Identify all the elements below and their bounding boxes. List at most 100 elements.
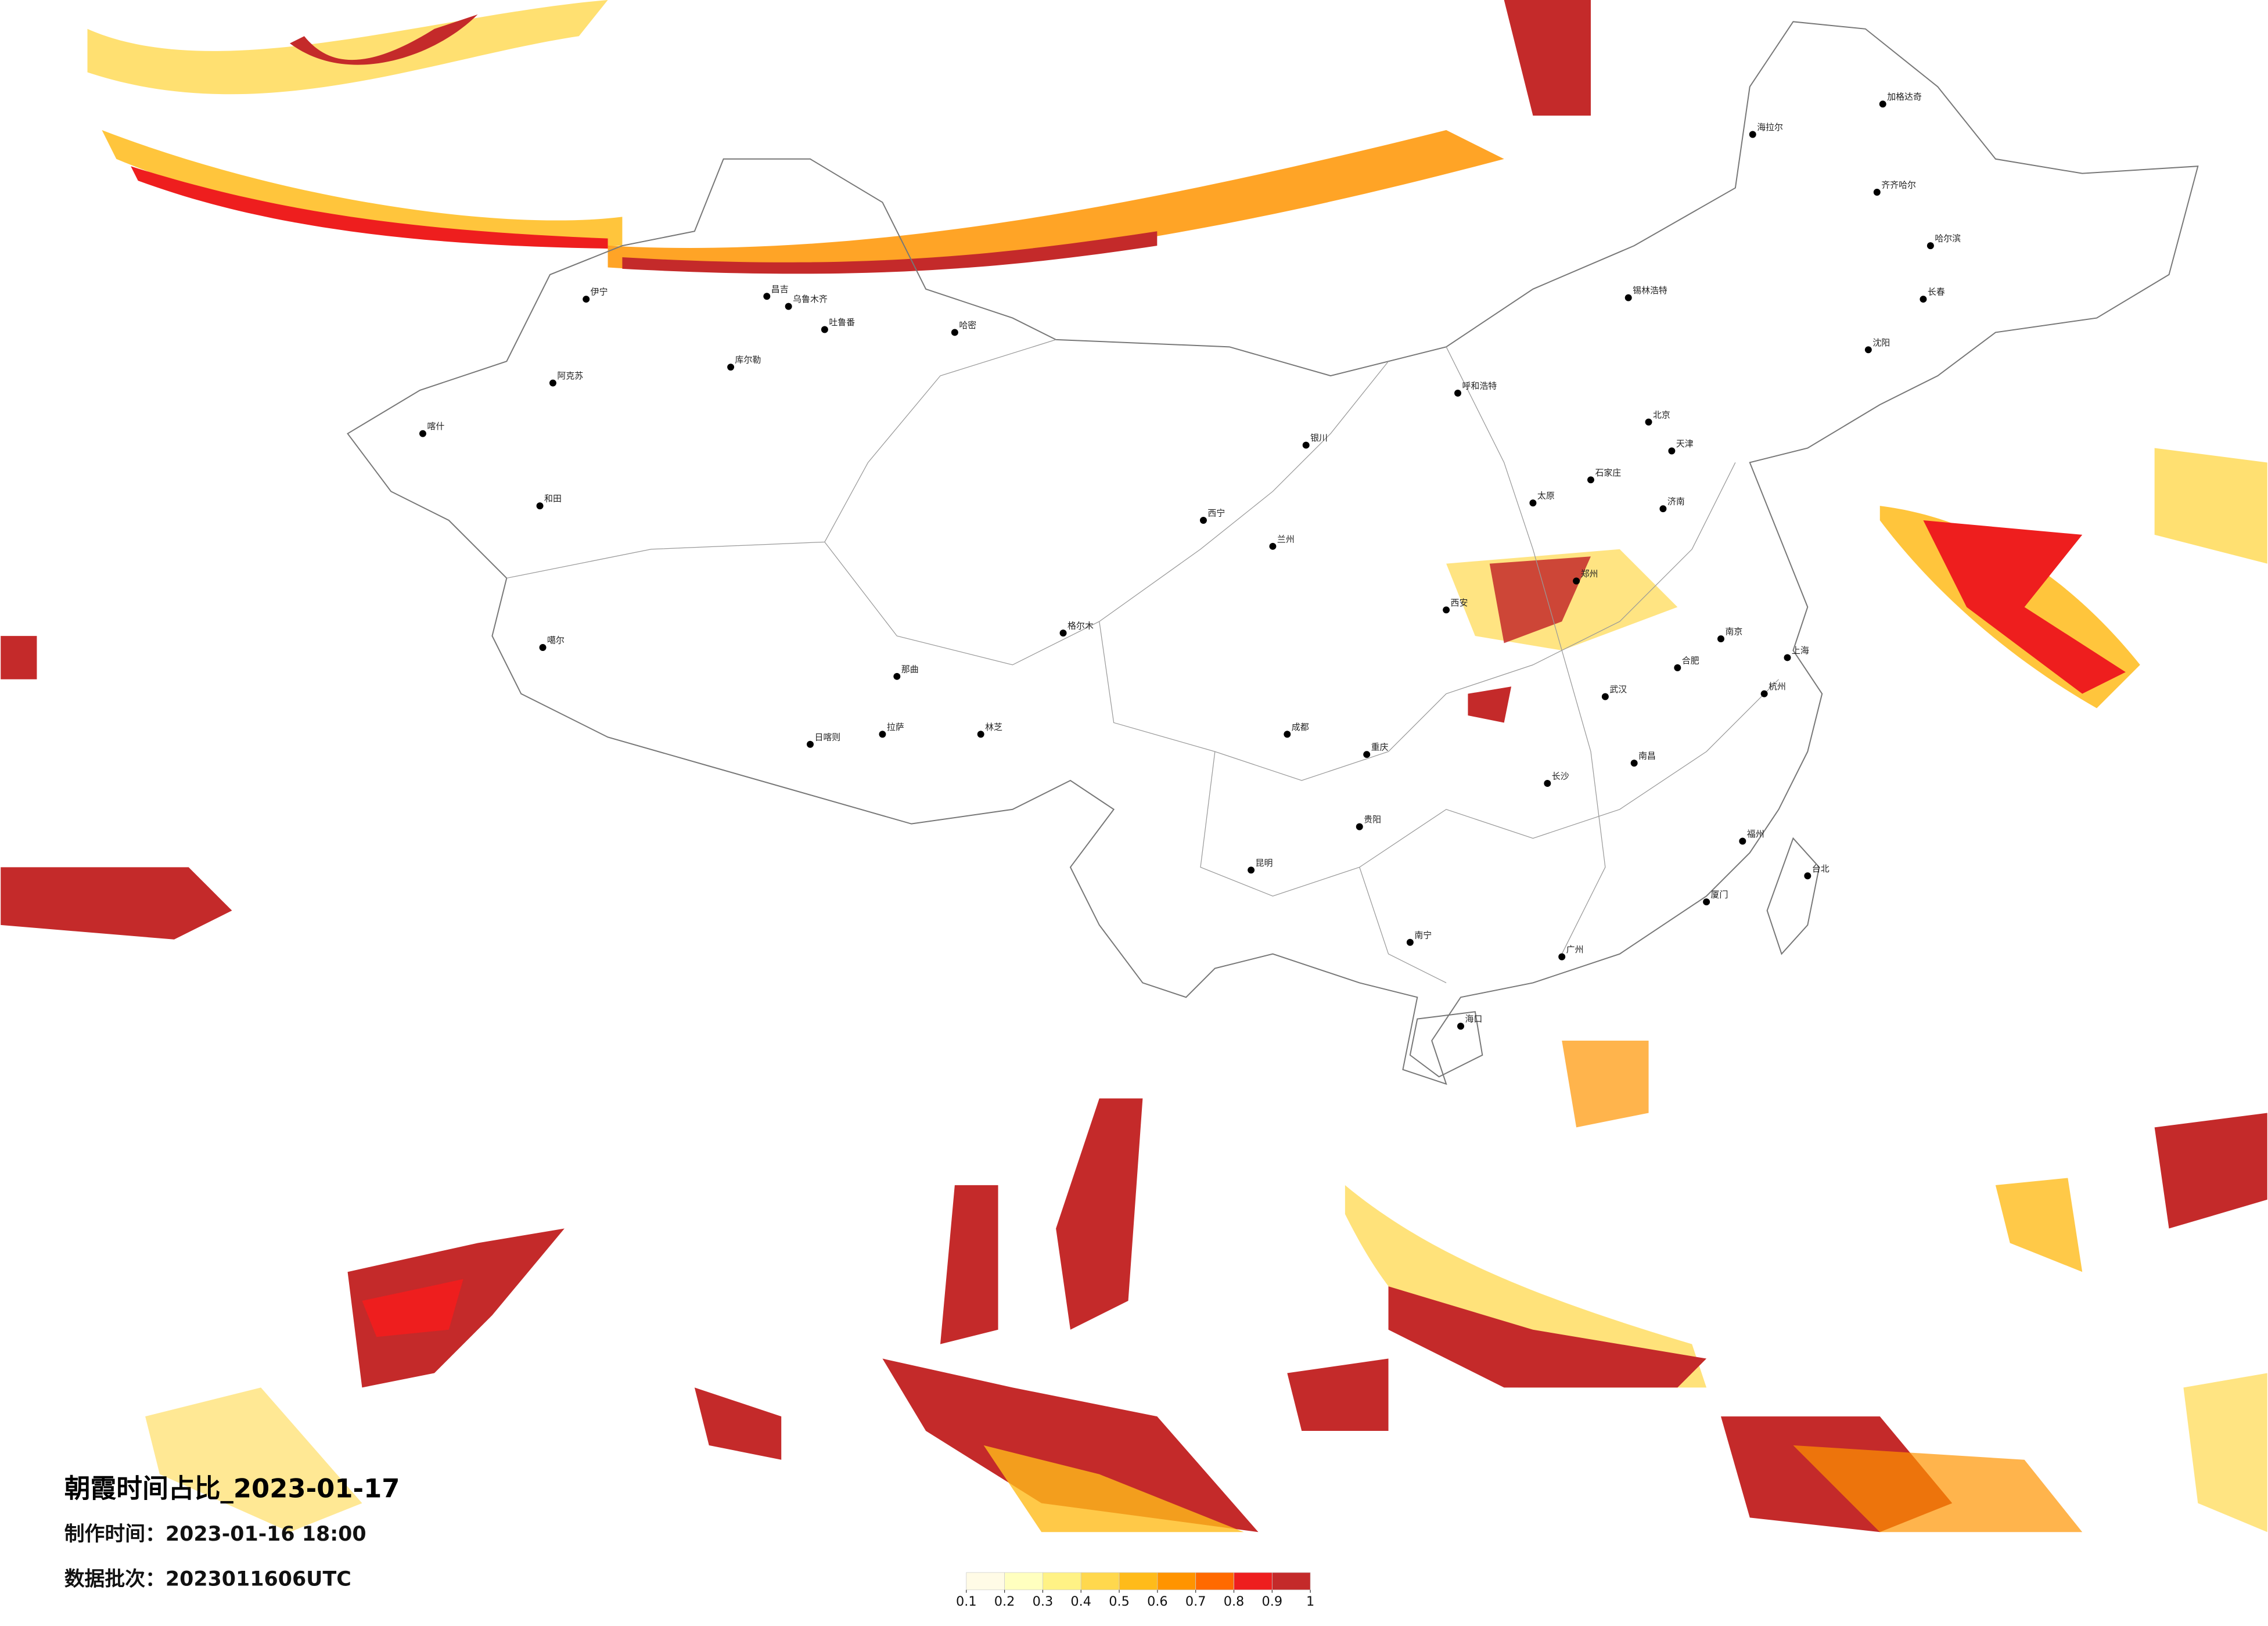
city-marker — [536, 502, 544, 510]
city-marker — [583, 296, 590, 303]
sunrise-glow-field — [1, 0, 2267, 1533]
city-marker — [1601, 693, 1609, 700]
city-label: 海口 — [1465, 1014, 1482, 1024]
city-label: 拉萨 — [887, 722, 904, 732]
city-marker — [1624, 294, 1632, 301]
city-label: 广州 — [1566, 944, 1584, 955]
city-marker — [1879, 100, 1886, 108]
data-batch: 数据批次：2023011606UTC — [64, 1567, 351, 1591]
city-label: 石家庄 — [1595, 467, 1621, 478]
city-label: 银川 — [1310, 433, 1328, 443]
city-marker — [419, 430, 426, 437]
city-label: 库尔勒 — [735, 355, 761, 365]
legend-swatch — [1043, 1572, 1081, 1591]
city-marker — [1659, 505, 1667, 513]
city-marker — [879, 731, 886, 738]
city-label: 加格达奇 — [1887, 92, 1922, 102]
city-label: 吐鲁番 — [829, 317, 855, 328]
legend-tick-label: 0.8 — [1224, 1594, 1245, 1609]
legend-swatch — [1234, 1572, 1273, 1591]
city-marker — [1873, 189, 1881, 196]
city-marker — [763, 293, 771, 300]
city-label: 杭州 — [1769, 681, 1786, 692]
city-label: 济南 — [1667, 497, 1685, 507]
city-marker — [1926, 242, 1934, 250]
city-label: 南宁 — [1414, 930, 1432, 940]
city-marker — [1544, 780, 1551, 787]
city-marker — [977, 731, 984, 738]
city-label: 格尔木 — [1067, 621, 1094, 631]
city-label: 林芝 — [985, 722, 1002, 732]
city-label: 西安 — [1451, 598, 1468, 608]
city-marker — [807, 740, 814, 748]
city-label: 太原 — [1537, 491, 1555, 501]
legend-tick-label: 0.7 — [1185, 1594, 1206, 1609]
city-label: 台北 — [1812, 864, 1830, 874]
city-label: 喀什 — [427, 421, 444, 431]
city-label: 长沙 — [1552, 771, 1569, 782]
city-label: 长春 — [1928, 287, 1945, 297]
city-label: 日喀则 — [814, 732, 840, 742]
city-label: 北京 — [1653, 409, 1670, 420]
city-label: 和田 — [544, 494, 562, 504]
city-marker — [727, 364, 735, 371]
city-marker — [1717, 635, 1724, 643]
city-label: 伊宁 — [591, 287, 608, 297]
city-marker — [1668, 447, 1676, 455]
city-marker — [1269, 542, 1277, 550]
map-title: 朝霞时间占比_2023-01-17 — [64, 1473, 400, 1503]
city-label: 重庆 — [1371, 742, 1389, 753]
legend-swatch — [1004, 1572, 1043, 1591]
city-marker — [1199, 517, 1207, 524]
city-marker — [1674, 664, 1681, 671]
city-label: 海拉尔 — [1757, 122, 1783, 132]
city-marker — [1356, 823, 1363, 830]
city-label: 乌鲁木齐 — [793, 294, 828, 304]
city-label: 噶尔 — [547, 635, 565, 646]
city-label: 武汉 — [1609, 684, 1627, 695]
city-label: 那曲 — [901, 664, 919, 674]
city-marker — [1443, 606, 1450, 614]
province-boundaries — [506, 339, 1779, 984]
legend-swatch — [1080, 1572, 1120, 1591]
city-marker — [1059, 629, 1067, 637]
legend-swatch — [966, 1572, 1005, 1591]
city-label: 上海 — [1792, 645, 1809, 656]
city-marker — [1558, 953, 1566, 961]
city-label: 昌吉 — [771, 284, 789, 294]
legend-tick-label: 0.2 — [994, 1594, 1015, 1609]
city-marker — [1573, 577, 1580, 585]
city-marker — [1284, 731, 1291, 738]
city-label: 昆明 — [1256, 858, 1273, 868]
city-marker — [1454, 390, 1461, 397]
city-marker — [1739, 837, 1746, 845]
city-marker — [549, 379, 556, 387]
city-label: 阿克苏 — [557, 370, 583, 381]
legend-tick-label: 0.6 — [1147, 1594, 1168, 1609]
legend-swatch — [1119, 1572, 1158, 1591]
legend-tick-label: 0.9 — [1262, 1594, 1283, 1609]
city-label: 呼和浩特 — [1462, 381, 1497, 391]
legend-swatch — [1271, 1572, 1311, 1591]
city-marker — [1363, 751, 1371, 758]
city-label: 齐齐哈尔 — [1881, 180, 1916, 190]
legend-tick-label: 0.3 — [1033, 1594, 1054, 1609]
city-label: 南京 — [1725, 627, 1742, 637]
production-time: 制作时间：2023-01-16 18:00 — [64, 1523, 366, 1546]
city-marker — [1645, 418, 1652, 426]
legend-tick-label: 0.4 — [1070, 1594, 1091, 1609]
city-marker — [1248, 866, 1255, 874]
city-marker — [1630, 760, 1638, 767]
city-label: 贵阳 — [1364, 814, 1381, 825]
city-marker — [821, 326, 828, 333]
city-label: 厦门 — [1711, 890, 1728, 900]
color-legend: 0.1 0.2 0.3 0.4 0.5 0.6 0.7 0.8 0.9 1 — [956, 1572, 1314, 1609]
city-marker — [1784, 654, 1791, 661]
legend-tick-label: 0.1 — [956, 1594, 977, 1609]
city-marker — [951, 329, 958, 336]
city-marker — [1302, 441, 1310, 449]
city-label: 天津 — [1676, 438, 1694, 449]
